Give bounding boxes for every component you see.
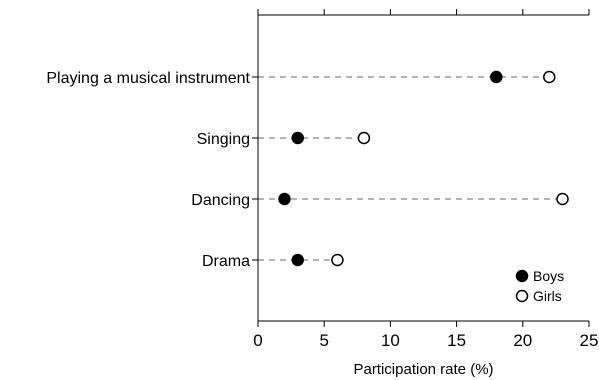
x-tick-label: 15 [447,331,466,350]
legend-label-girls: Girls [533,288,562,304]
x-tick-label: 5 [319,331,328,350]
x-tick-label: 0 [253,331,262,350]
girls-marker [357,131,371,145]
legend-marker-boys [515,269,529,283]
x-tick-label: 25 [580,331,599,350]
plot-frame [257,14,589,322]
connector-lines [258,76,563,261]
category-label: Dancing [191,192,250,209]
girls-marker [556,192,569,206]
legend: Boys Girls [515,268,564,304]
boys-marker [490,70,503,84]
category-labels: Playing a musical instrument Singing Danci… [46,70,250,270]
girls-marker [543,70,556,84]
category-label: Drama [202,253,250,270]
boys-marker [278,192,291,206]
legend-marker-girls [515,289,529,303]
boys-marker [291,253,304,267]
x-tick-label: 20 [513,331,532,350]
legend-label-boys: Boys [533,268,564,284]
data-markers [278,70,569,267]
category-label: Playing a musical instrument [46,70,250,87]
axis-ticks: 0 5 10 15 20 25 [252,9,598,350]
x-tick-label: 10 [381,331,400,350]
boys-marker [291,131,304,145]
girls-marker [331,253,344,267]
x-axis-title: Participation rate (%) [353,361,493,378]
category-label: Singing [197,131,250,148]
